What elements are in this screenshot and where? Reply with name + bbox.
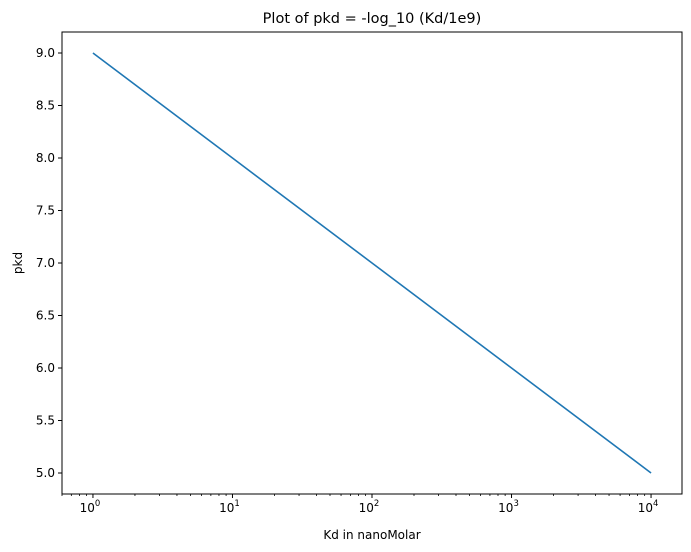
y-tick-label: 8.5 [36,99,55,113]
x-tick-label: 101 [219,499,240,515]
x-tick-label: 100 [80,499,101,515]
series-line-0 [92,52,652,474]
y-tick-label: 7.5 [36,204,55,218]
y-tick-label: 9.0 [36,46,55,60]
y-tick-label: 7.0 [36,256,55,270]
y-tick-label: 8.0 [36,151,55,165]
x-tick-label: 103 [498,499,519,515]
y-tick-label: 5.5 [36,414,55,428]
plot-frame [61,31,683,495]
x-axis-label: Kd in nanoMolar [323,528,420,542]
x-tick-label: 102 [359,499,380,515]
y-tick-label: 6.0 [36,361,55,375]
series-layer [92,52,652,474]
chart-title: Plot of pkd = -log_10 (Kd/1e9) [263,11,482,27]
x-axis-ticks: 100 101 102 103 104 [61,494,659,515]
y-tick-label: 5.0 [36,466,55,480]
y-tick-label: 6.5 [36,309,55,323]
y-axis-ticks: 5.0 5.5 6.0 6.5 7.0 7.5 8.0 8.5 9.0 [36,46,62,480]
y-axis-label: pkd [11,252,25,274]
x-tick-label: 104 [638,499,659,515]
